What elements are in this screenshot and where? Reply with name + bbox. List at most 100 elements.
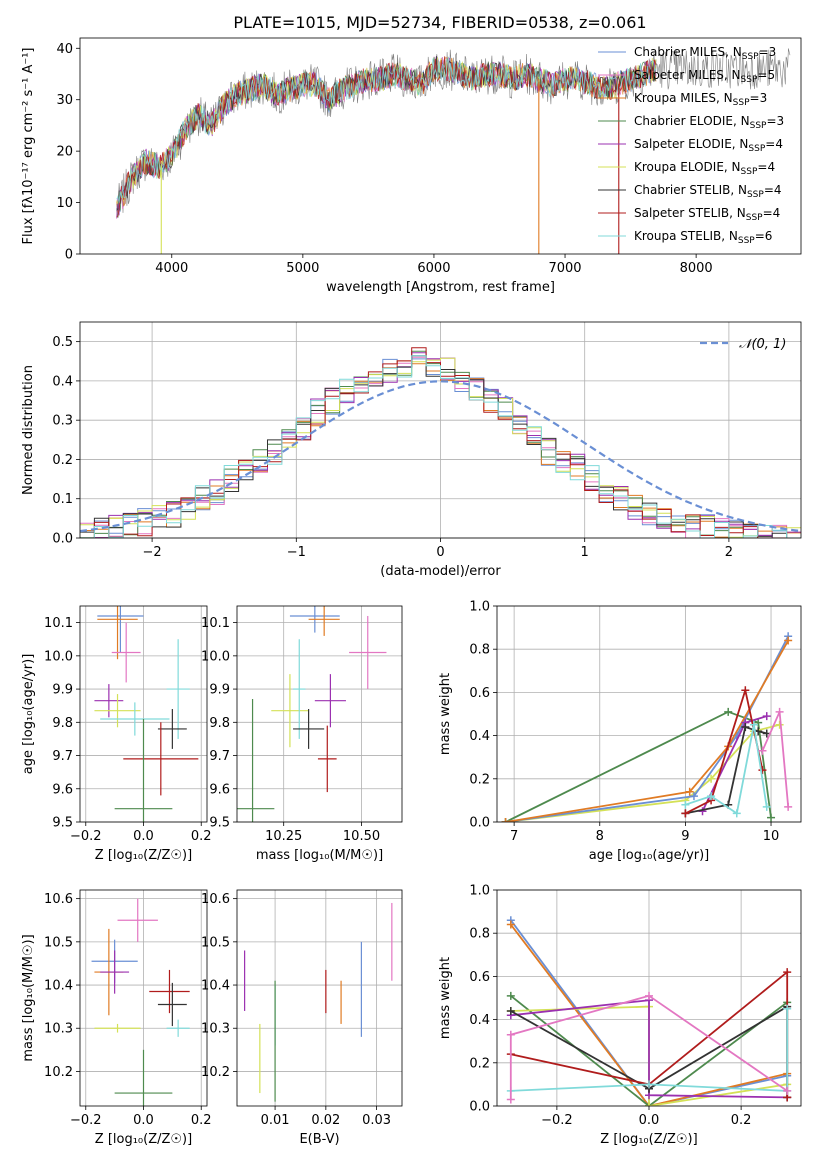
y-tick-label: 10.1	[201, 616, 230, 631]
weight-marker	[707, 774, 716, 783]
y-tick-label: 10.5	[44, 935, 73, 950]
legend-subscript: SSP	[741, 167, 758, 177]
legend-subscript: SSP	[741, 75, 758, 85]
y-tick-label: 9.7	[209, 749, 230, 764]
legend-entry: Chabrier MILES, NSSP=3	[634, 45, 776, 62]
y-tick-label: 0.5	[52, 335, 73, 350]
y-tick-label: 0.8	[469, 927, 490, 942]
legend-entry: Salpeter ELODIE, NSSP=4	[634, 137, 783, 154]
weight-line	[685, 724, 768, 815]
plot-area	[116, 48, 791, 254]
y-tick-label: 0.6	[469, 686, 490, 701]
weight-marker	[506, 991, 515, 1000]
weight-line	[505, 640, 789, 822]
y-axis-label: Flux [fλ10⁻¹⁷ erg cm⁻² s⁻¹ A⁻¹]	[21, 48, 36, 245]
legend-suffix: =3	[759, 45, 777, 59]
panel-mass_vs_Z: −0.2 0.0 0.2 10.2 10.3 10.4 10.5 10.6 Z [log₁₀(Z…	[21, 889, 212, 1147]
weight-marker	[506, 1006, 515, 1015]
y-tick-label: 0.0	[469, 816, 490, 831]
errorbar-point	[157, 982, 187, 1027]
legend-subscript: SSP	[747, 190, 764, 200]
legend-entry: Chabrier ELODIE, NSSP=3	[634, 114, 784, 131]
errorbar-point	[349, 615, 387, 690]
plot-area	[506, 916, 792, 1106]
weight-marker	[754, 718, 763, 727]
legend-entry: 𝒩(0, 1)	[739, 337, 786, 352]
errorbar-point	[314, 674, 346, 728]
weight-marker	[732, 809, 741, 818]
errorbar-point	[100, 702, 170, 736]
x-tick-label: 5000	[286, 261, 319, 276]
weight-marker	[767, 813, 776, 822]
panel-age_vs_Z: −0.2 0.0 0.2 9.5 9.6 9.7 9.8 9.9 10.0 10.1 Z [log₁…	[21, 605, 212, 863]
y-tick-label: 0.0	[52, 532, 73, 547]
y-tick-label: 0.4	[469, 729, 490, 744]
y-tick-label: 0.3	[52, 414, 73, 429]
x-tick-label: 10.25	[265, 829, 302, 844]
weight-marker	[724, 707, 733, 716]
errorbar-point	[317, 725, 337, 793]
y-tick-label: 10.1	[44, 616, 73, 631]
errorbar-point	[111, 622, 141, 683]
errorbar-point	[94, 1023, 141, 1033]
y-tick-label: 0.2	[469, 772, 490, 787]
x-axis-label: Z [log₁₀(Z/Z☉)]	[600, 1132, 697, 1147]
y-tick-label: 30	[56, 93, 73, 108]
weight-marker	[645, 991, 653, 1000]
x-tick-label: 0.2	[191, 829, 212, 844]
x-tick-label: 0.2	[191, 1113, 212, 1128]
x-axis-label: (data-model)/error	[380, 564, 501, 579]
errorbar-point	[293, 639, 306, 739]
x-tick-label: 6000	[417, 261, 450, 276]
x-tick-label: 1	[581, 545, 589, 560]
weight-marker	[741, 722, 750, 731]
errorbar-point	[166, 639, 190, 739]
legend-suffix: =4	[764, 183, 782, 197]
legend-suffix: =5	[757, 68, 775, 82]
legend-subscript: SSP	[733, 98, 750, 108]
errorbar-point	[123, 722, 199, 796]
weight-marker	[689, 792, 698, 801]
legend-suffix: =4	[757, 160, 775, 174]
y-tick-label: 0.1	[52, 492, 73, 507]
y-axis-label: Normed distribution	[21, 365, 36, 495]
y-tick-label: 0.2	[52, 453, 73, 468]
y-axis-label: mass weight	[438, 673, 453, 755]
x-tick-label: 0.0	[639, 1113, 660, 1128]
weight-line	[510, 995, 788, 1106]
weight-marker	[506, 920, 515, 929]
x-tick-label: 7	[510, 829, 518, 844]
plots: 4000 5000 6000 7000 8000010203040wavelength …	[21, 37, 802, 1147]
x-tick-label: 0	[436, 545, 444, 560]
model-spectrum-line	[116, 56, 657, 218]
legend: Chabrier MILES, NSSP=3 Salpeter MILES, NS…	[598, 45, 784, 246]
weight-marker	[784, 636, 793, 645]
x-tick-label: 10.50	[343, 829, 380, 844]
errorbar-point	[293, 709, 325, 749]
weight-line	[510, 919, 788, 1106]
weight-line	[510, 924, 788, 1106]
weight-marker	[506, 1095, 515, 1104]
y-tick-label: 9.7	[52, 749, 73, 764]
weight-marker	[681, 809, 690, 818]
y-tick-label: 40	[56, 42, 73, 57]
weight-marker	[749, 720, 758, 729]
plot-area	[244, 902, 393, 1102]
y-axis-label: mass weight	[438, 957, 453, 1039]
residual-histogram	[80, 355, 801, 538]
weight-marker	[775, 720, 784, 729]
model-spectrum-line	[116, 56, 657, 203]
legend-entry: Salpeter STELIB, NSSP=4	[634, 206, 780, 223]
x-axis-label: E(B-V)	[299, 1132, 339, 1147]
weight-line	[510, 1008, 789, 1092]
axes-frame	[79, 321, 802, 539]
x-axis-label: Z [log₁₀(Z/Z☉)]	[95, 848, 192, 863]
x-tick-label: 4000	[155, 261, 188, 276]
y-tick-label: 9.9	[209, 683, 230, 698]
x-tick-label: 0.0	[133, 1113, 154, 1128]
weight-marker	[783, 1086, 792, 1095]
weight-marker	[762, 712, 771, 721]
y-tick-label: 0.2	[469, 1056, 490, 1071]
errorbar-point	[237, 699, 275, 822]
